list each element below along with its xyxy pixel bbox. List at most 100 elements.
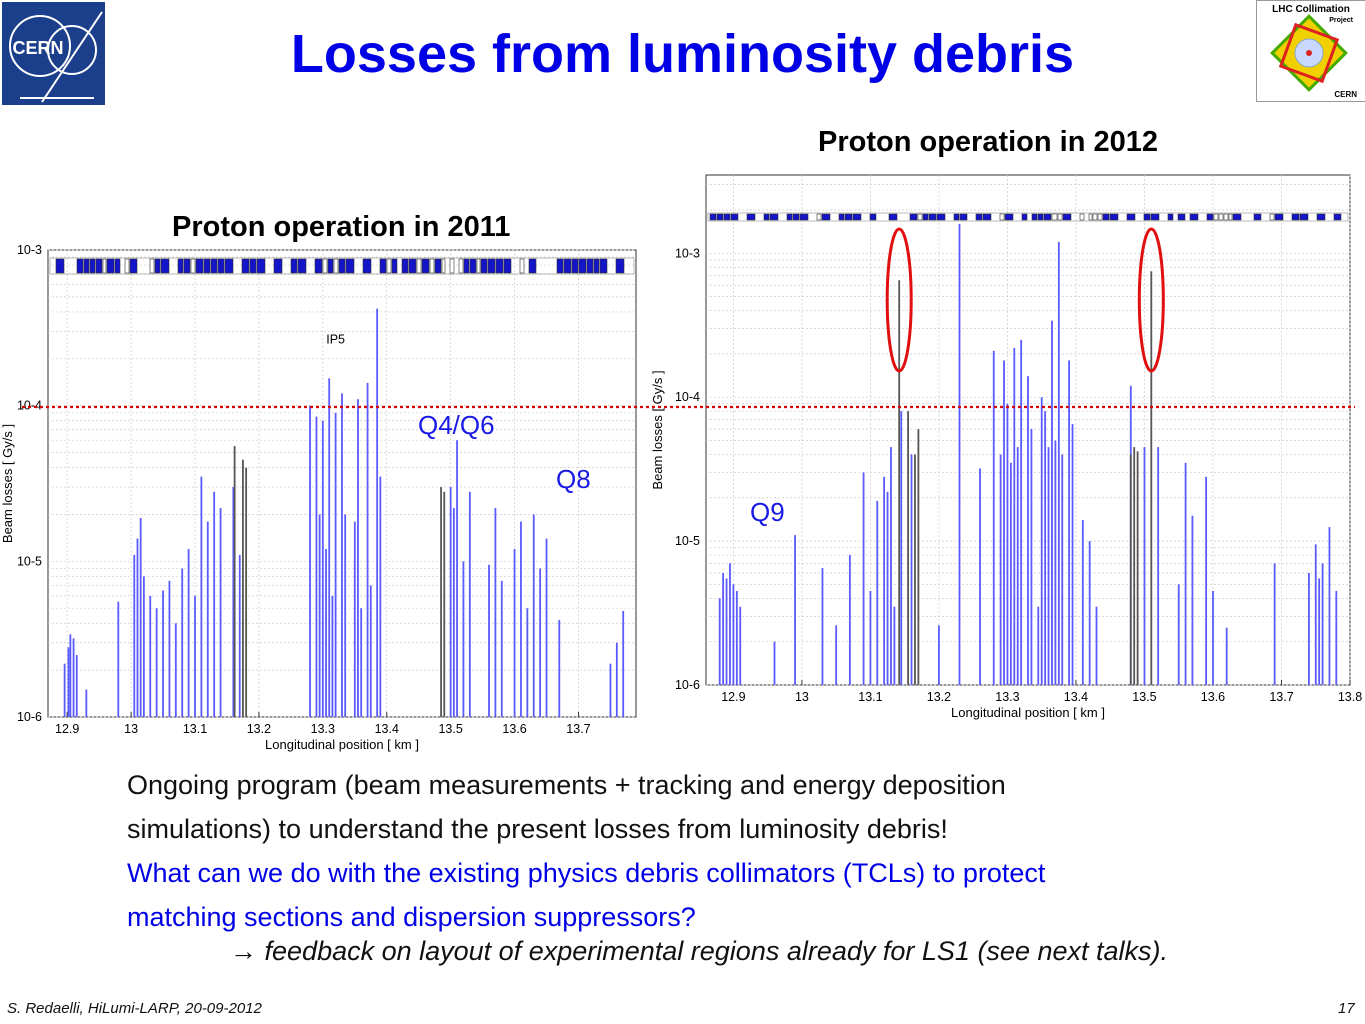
- layout-element: [792, 213, 800, 221]
- data-bar: [328, 378, 331, 717]
- layout-element: [1057, 213, 1063, 221]
- data-bar: [117, 601, 120, 717]
- data-bar: [200, 476, 203, 717]
- data-bar: [848, 555, 851, 685]
- data-bar: [958, 223, 961, 685]
- data-bar: [622, 610, 625, 717]
- data-bar: [739, 606, 742, 685]
- layout-element: [338, 258, 346, 274]
- layout-element: [1088, 213, 1093, 221]
- data-bar: [500, 580, 503, 717]
- layout-element: [401, 258, 409, 274]
- layout-element: [917, 213, 923, 221]
- layout-element: [297, 258, 307, 274]
- body-line-1: Ongoing program (beam measurements + tra…: [127, 770, 1006, 800]
- y-axis-label: Beam losses [ Gy/s ]: [0, 424, 15, 543]
- layout-element: [241, 258, 250, 274]
- data-bar: [876, 500, 879, 685]
- layout-element: [1189, 213, 1199, 221]
- data-bar: [835, 625, 838, 685]
- layout-element: [1126, 213, 1136, 221]
- layout-element: [322, 258, 328, 274]
- data-bar: [369, 585, 372, 717]
- data-bar: [75, 655, 78, 717]
- data-bar: [862, 472, 865, 685]
- layout-element: [129, 258, 138, 274]
- data-bar: [443, 491, 446, 717]
- data-bar: [1095, 606, 1098, 685]
- y-tick-label: 10-3: [675, 246, 700, 260]
- data-bar: [539, 568, 542, 717]
- data-bar: [886, 491, 889, 685]
- layout-element: [1109, 213, 1119, 221]
- layout-element: [203, 258, 211, 274]
- layout-element: [210, 258, 218, 274]
- layout-element: [599, 258, 608, 274]
- data-bar: [1068, 360, 1071, 685]
- feedback-line: → feedback on layout of experimental reg…: [230, 936, 1168, 967]
- x-tick-label: 13.3: [311, 722, 335, 736]
- data-bar: [206, 521, 209, 717]
- cern-logo: CERN: [2, 2, 105, 105]
- data-bar: [917, 429, 920, 685]
- data-bar: [1150, 271, 1153, 685]
- data-bar: [893, 606, 896, 685]
- data-bar: [869, 591, 872, 685]
- x-tick-label: 13: [795, 690, 809, 704]
- data-bar: [1040, 397, 1043, 685]
- layout-element: [345, 258, 355, 274]
- layout-element: [1291, 213, 1300, 221]
- layout-element: [480, 258, 488, 274]
- x-tick-label: 12.9: [721, 690, 745, 704]
- data-bar: [1205, 476, 1208, 685]
- layout-element: [586, 258, 594, 274]
- data-bar: [344, 514, 347, 717]
- layout-element: [290, 258, 298, 274]
- layout-element: [1299, 213, 1309, 221]
- x-tick-label: 13.8: [1338, 690, 1362, 704]
- annotation-q4q6: Q4/Q6: [418, 410, 495, 440]
- layout-element: [528, 258, 537, 274]
- data-bar: [245, 467, 248, 717]
- data-bar: [890, 447, 892, 685]
- data-bar: [238, 554, 241, 717]
- layout-element: [177, 258, 184, 274]
- data-bar: [462, 561, 465, 717]
- arrow-right-icon: →: [230, 936, 257, 966]
- chart-2011-title: Proton operation in 2011: [172, 211, 511, 243]
- layout-element: [1253, 213, 1262, 221]
- layout-element: [421, 258, 430, 274]
- page-number: 17: [1338, 1000, 1355, 1017]
- data-bar: [168, 580, 171, 717]
- layout-element: [106, 258, 115, 274]
- data-bar: [1071, 424, 1074, 685]
- data-bar: [242, 459, 244, 717]
- layout-element: [217, 258, 225, 274]
- layout-element: [838, 213, 845, 221]
- layout-element: [928, 213, 937, 221]
- layout-element: [1206, 213, 1214, 221]
- data-bar: [979, 468, 981, 685]
- layout-element: [723, 213, 731, 221]
- layout-element: [563, 258, 572, 274]
- y-tick-label: 10-3: [17, 243, 42, 257]
- layout-element: [195, 258, 204, 274]
- layout-element: [102, 258, 107, 274]
- data-bar: [162, 590, 164, 717]
- data-bar: [910, 454, 913, 685]
- data-bar: [181, 568, 184, 717]
- data-bar: [456, 440, 458, 717]
- data-bar: [1081, 520, 1084, 685]
- data-bar: [315, 416, 318, 717]
- data-bar: [72, 638, 75, 717]
- layout-element: [1037, 213, 1044, 221]
- x-tick-label: 13.4: [1064, 690, 1088, 704]
- layout-element: [55, 258, 65, 274]
- data-bar: [545, 538, 548, 717]
- data-bar: [1006, 403, 1009, 685]
- data-bar: [488, 564, 490, 717]
- highlight-ring: [885, 227, 913, 373]
- layout-element: [1051, 213, 1058, 221]
- data-bar: [1027, 376, 1029, 685]
- layout-element: [1102, 213, 1110, 221]
